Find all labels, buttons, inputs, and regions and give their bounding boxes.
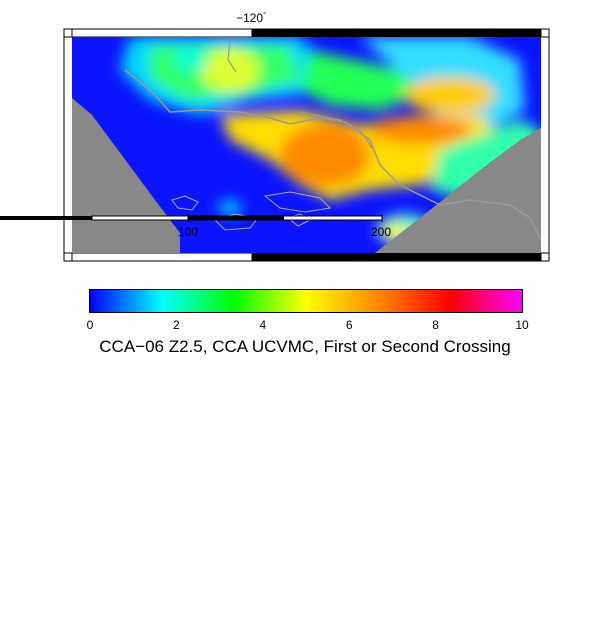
colorbar-tick-label: 4 bbox=[259, 318, 267, 332]
colorbar-tick-label: 8 bbox=[432, 318, 439, 332]
island-3 bbox=[263, 191, 332, 213]
scale-bar-black-2 bbox=[188, 216, 284, 220]
colorbar-tick-label: 10 bbox=[515, 318, 529, 332]
map-frame-bottom-black bbox=[252, 253, 541, 261]
map-frame-corner-tl bbox=[63, 28, 73, 38]
map-frame-top-white bbox=[71, 28, 253, 38]
colorbar-title: CCA−06 Z2.5, CCA UCVMC, First or Second … bbox=[99, 337, 511, 356]
colorbar-gradient bbox=[89, 289, 523, 313]
no-data-area-east bbox=[375, 128, 541, 253]
inland-line bbox=[227, 39, 237, 73]
scale-bar-black bbox=[0, 216, 92, 220]
map-frame-corner-br bbox=[540, 252, 550, 262]
island-2 bbox=[214, 213, 259, 231]
no-data-area-west bbox=[72, 98, 180, 253]
map-frame-corner-bl bbox=[63, 252, 73, 262]
map-frame-corner-tr bbox=[540, 28, 550, 38]
island-1 bbox=[171, 195, 199, 211]
inland-line-2 bbox=[299, 111, 373, 149]
scale-label-200: 200 bbox=[371, 225, 392, 239]
map-area bbox=[72, 37, 541, 253]
longitude-label: −120° bbox=[236, 11, 266, 25]
scale-label-100: 100 bbox=[178, 225, 199, 239]
map-frame-bottom-white bbox=[71, 252, 253, 262]
colorbar bbox=[89, 289, 523, 313]
colorbar-tick-label: 0 bbox=[86, 318, 94, 332]
map-frame-top-black bbox=[252, 29, 541, 37]
colorbar-tick-label: 2 bbox=[173, 318, 180, 332]
colorbar-tick-label: 6 bbox=[345, 318, 353, 332]
